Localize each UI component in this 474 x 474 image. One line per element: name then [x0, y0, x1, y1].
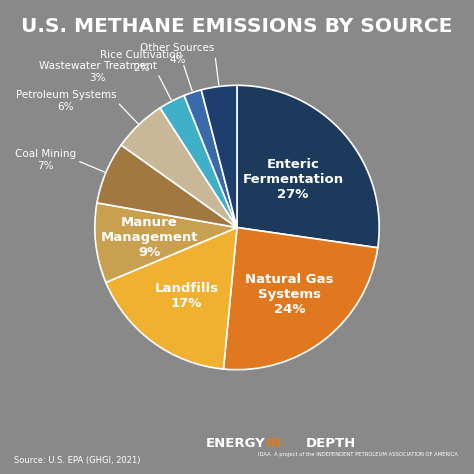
Text: Rice Cultivation
2%: Rice Cultivation 2% [100, 50, 182, 73]
Text: ENERGY: ENERGY [206, 437, 265, 450]
Text: Natural Gas
Systems
24%: Natural Gas Systems 24% [246, 273, 334, 316]
Text: Other Sources
4%: Other Sources 4% [140, 43, 215, 65]
Wedge shape [201, 85, 237, 228]
Text: Petroleum Systems
6%: Petroleum Systems 6% [16, 90, 116, 112]
Text: Coal Mining
7%: Coal Mining 7% [15, 149, 76, 171]
Text: Enteric
Fermentation
27%: Enteric Fermentation 27% [242, 157, 344, 201]
Text: IN: IN [265, 437, 282, 450]
Text: Source: U.S. EPA (GHGI, 2021): Source: U.S. EPA (GHGI, 2021) [14, 456, 141, 465]
Text: DEPTH: DEPTH [306, 437, 356, 450]
Text: IDAA  A project of the INDEPENDENT PETROLEUM ASSOCIATION OF AMERICA: IDAA A project of the INDEPENDENT PETROL… [258, 452, 458, 457]
Text: Landfills
17%: Landfills 17% [155, 282, 219, 310]
Wedge shape [95, 203, 237, 283]
Wedge shape [160, 95, 237, 228]
Wedge shape [223, 228, 378, 370]
Text: U.S. METHANE EMISSIONS BY SOURCE: U.S. METHANE EMISSIONS BY SOURCE [21, 17, 453, 36]
Text: Wastewater Treatment
3%: Wastewater Treatment 3% [39, 61, 157, 83]
Wedge shape [97, 145, 237, 228]
Wedge shape [237, 85, 379, 248]
Wedge shape [121, 108, 237, 228]
Wedge shape [184, 90, 237, 228]
Wedge shape [106, 228, 237, 369]
Text: Manure
Management
9%: Manure Management 9% [100, 216, 198, 259]
